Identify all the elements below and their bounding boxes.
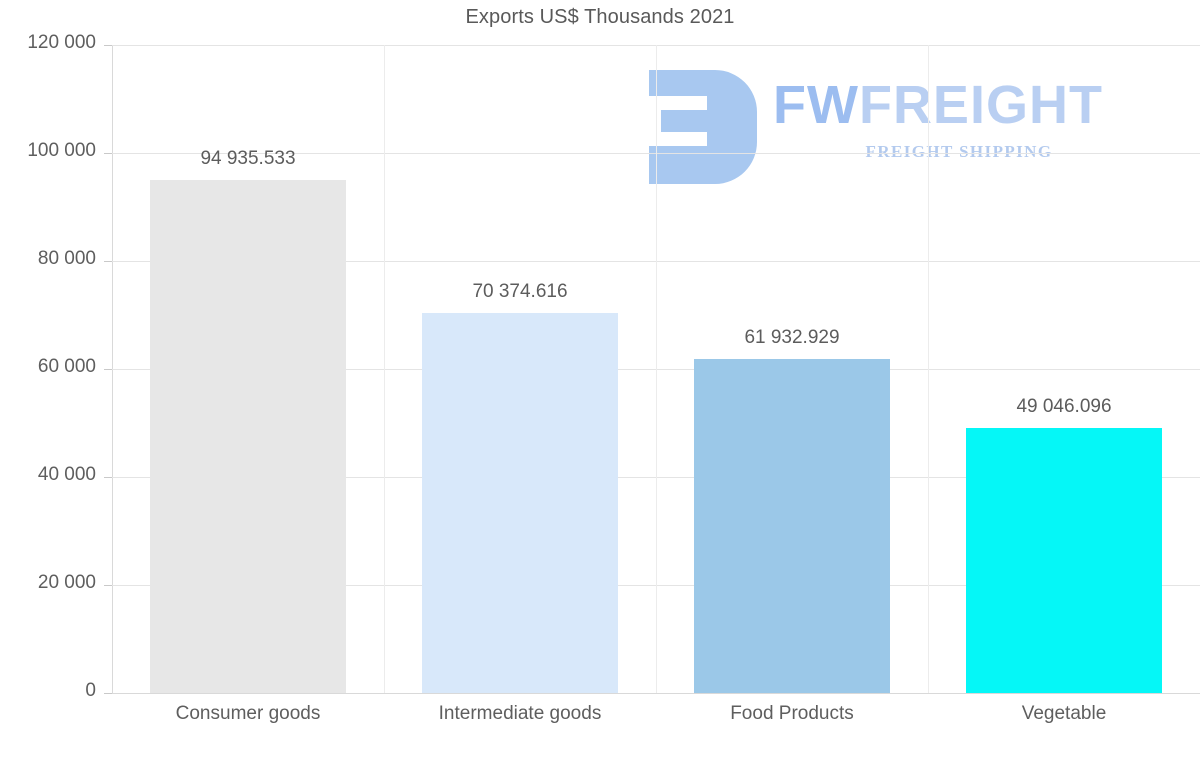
x-axis-tick-label: Food Products [730,703,854,724]
gridline-vertical [928,45,929,693]
y-axis-tickmark [104,261,112,262]
y-axis-tickmark [104,693,112,694]
y-axis-tick-label: 60 000 [37,356,96,377]
bar-value-label: 70 374.616 [472,280,568,302]
gridline-vertical [656,45,657,693]
y-axis-tickmark [104,477,112,478]
x-axis-tick-label: Consumer goods [175,703,321,724]
bar[interactable] [966,428,1162,693]
y-axis-tick-label: 80 000 [37,248,96,269]
bar[interactable] [150,180,346,693]
y-axis-tick-label: 100 000 [27,140,96,161]
bar-value-label: 49 046.096 [1016,396,1112,418]
x-axis-tick-label: Vegetable [1021,703,1107,724]
y-axis-tick-label: 20 000 [37,572,96,593]
y-axis-tickmark [104,45,112,46]
chart-title: Exports US$ Thousands 2021 [465,6,735,28]
bar-value-label: 94 935.533 [200,148,296,170]
bar-value-label: 61 932.929 [744,326,840,348]
bar[interactable] [694,358,890,693]
plot-area [112,45,1200,694]
bar[interactable] [422,312,618,693]
y-axis-tickmark [104,585,112,586]
y-axis-tickmark [104,369,112,370]
gridline-horizontal [112,693,1200,694]
x-axis-tick-label: Intermediate goods [438,703,602,724]
gridline-vertical [384,45,385,693]
y-axis-tick-label: 0 [85,680,96,701]
y-axis-tick-label: 40 000 [37,464,96,485]
y-axis-tickmark [104,153,112,154]
y-axis-tick-label: 120 000 [27,32,96,53]
